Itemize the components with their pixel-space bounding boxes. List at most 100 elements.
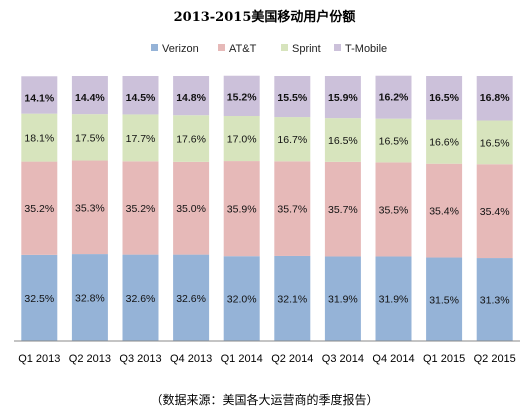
data-label-2-1: 35.2% bbox=[126, 203, 156, 215]
legend-label-0: Verizon bbox=[162, 43, 199, 55]
data-label-9-2: 16.5% bbox=[480, 137, 510, 149]
x-tick-label-8: Q1 2015 bbox=[423, 353, 465, 365]
x-tick-labels: Q1 2013 Q2 2013 Q3 2013 Q4 2013 Q1 2014 Q2 20… bbox=[18, 353, 516, 365]
x-tick-label-4: Q1 2014 bbox=[221, 353, 263, 365]
bar-segment-6-0 bbox=[324, 256, 361, 341]
bar-segment-2-2 bbox=[122, 114, 159, 162]
data-label-1-2: 17.5% bbox=[75, 132, 105, 144]
bar-segment-9-2 bbox=[476, 120, 513, 165]
bar-segment-2-3 bbox=[122, 76, 159, 115]
data-label-4-3: 15.2% bbox=[227, 92, 257, 104]
data-label-1-0: 32.8% bbox=[75, 293, 105, 305]
legend-swatch-2 bbox=[281, 44, 288, 51]
data-label-3-1: 35.0% bbox=[176, 203, 206, 215]
data-label-5-1: 35.7% bbox=[277, 204, 307, 216]
x-tick-label-5: Q2 2014 bbox=[271, 353, 313, 365]
data-label-4-2: 17.0% bbox=[227, 134, 257, 146]
bar-segment-1-0 bbox=[71, 254, 108, 341]
bar-segment-5-2 bbox=[274, 117, 311, 162]
bar-segment-4-3 bbox=[223, 75, 260, 117]
data-label-6-2: 16.5% bbox=[328, 135, 358, 147]
data-label-7-0: 31.9% bbox=[379, 294, 409, 306]
data-label-6-0: 31.9% bbox=[328, 294, 358, 306]
data-label-1-1: 35.3% bbox=[75, 202, 105, 214]
data-label-8-3: 16.5% bbox=[429, 92, 459, 104]
legend-swatch-1 bbox=[218, 44, 225, 51]
bar-segment-8-1 bbox=[426, 163, 463, 258]
bar-segment-2-0 bbox=[122, 254, 159, 341]
data-label-6-3: 15.9% bbox=[328, 92, 358, 104]
data-label-5-2: 16.7% bbox=[277, 134, 307, 146]
bar-segment-6-2 bbox=[324, 118, 361, 162]
data-label-9-0: 31.3% bbox=[480, 295, 510, 307]
data-label-7-3: 16.2% bbox=[379, 92, 409, 104]
x-tick-label-2: Q3 2013 bbox=[119, 353, 161, 365]
data-label-1-3: 14.4% bbox=[75, 92, 105, 104]
bar-segment-0-0 bbox=[21, 254, 58, 341]
bar-segment-9-0 bbox=[476, 258, 513, 341]
x-tick-label-9: Q2 2015 bbox=[474, 353, 516, 365]
bar-segment-0-3 bbox=[21, 76, 58, 114]
bar-segment-1-2 bbox=[71, 114, 108, 161]
source-note: （数据来源：美国各大运营商的季度报告） bbox=[150, 392, 378, 407]
bar-segment-3-0 bbox=[173, 254, 210, 341]
data-label-7-1: 35.5% bbox=[379, 204, 409, 216]
data-label-8-1: 35.4% bbox=[429, 206, 459, 218]
bar-segment-8-3 bbox=[426, 76, 463, 120]
data-label-4-0: 32.0% bbox=[227, 294, 257, 306]
bar-segment-1-3 bbox=[71, 76, 108, 115]
legend-swatch-3 bbox=[334, 44, 341, 51]
data-label-2-0: 32.6% bbox=[126, 293, 156, 305]
data-label-4-1: 35.9% bbox=[227, 204, 257, 216]
x-tick-label-0: Q1 2013 bbox=[18, 353, 60, 365]
bar-segment-4-2 bbox=[223, 116, 260, 162]
data-labels: 32.5% 35.2% 18.1% 14.1% 32.8% 35.3% 17.5% 14.4%… bbox=[24, 92, 510, 307]
data-label-7-2: 16.5% bbox=[379, 136, 409, 148]
legend: Verizon AT&T Sprint T-Mobile bbox=[151, 43, 387, 55]
data-label-5-3: 15.5% bbox=[277, 92, 307, 104]
bar-segment-6-3 bbox=[324, 76, 361, 119]
bar-segment-4-0 bbox=[223, 256, 260, 341]
bar-segment-7-2 bbox=[375, 118, 412, 163]
bar-segment-3-2 bbox=[173, 115, 210, 162]
bar-segment-9-1 bbox=[476, 164, 513, 259]
data-label-3-3: 14.8% bbox=[176, 92, 206, 104]
data-label-0-1: 35.2% bbox=[24, 203, 54, 215]
data-label-0-2: 18.1% bbox=[24, 133, 54, 145]
legend-label-3: T-Mobile bbox=[345, 43, 387, 55]
bar-segment-7-1 bbox=[375, 162, 412, 257]
data-label-2-3: 14.5% bbox=[126, 92, 156, 104]
bar-segment-5-1 bbox=[274, 161, 311, 256]
bar-segment-1-1 bbox=[71, 160, 108, 255]
bar-segment-9-3 bbox=[476, 76, 513, 121]
bar-segment-0-1 bbox=[21, 161, 58, 255]
bar-segment-5-0 bbox=[274, 255, 311, 341]
x-tick-label-6: Q3 2014 bbox=[322, 353, 364, 365]
bar-segment-6-1 bbox=[324, 161, 361, 257]
data-label-8-2: 16.6% bbox=[429, 137, 459, 149]
data-label-3-0: 32.6% bbox=[176, 293, 206, 305]
x-tick-label-7: Q4 2014 bbox=[372, 353, 414, 365]
bar-segment-3-3 bbox=[173, 76, 210, 116]
data-label-0-0: 32.5% bbox=[24, 293, 54, 305]
legend-swatch-0 bbox=[151, 44, 158, 51]
bar-segment-4-1 bbox=[223, 161, 260, 257]
data-label-6-1: 35.7% bbox=[328, 204, 358, 216]
bar-segment-0-2 bbox=[21, 113, 58, 162]
x-tick-label-1: Q2 2013 bbox=[69, 353, 111, 365]
chart-title: 2013-2015美国移动用户份额 bbox=[174, 9, 356, 25]
legend-label-2: Sprint bbox=[292, 43, 321, 55]
data-label-9-1: 35.4% bbox=[480, 206, 510, 218]
bar-segment-7-0 bbox=[375, 256, 412, 341]
x-tick-label-3: Q4 2013 bbox=[170, 353, 212, 365]
data-label-3-2: 17.6% bbox=[176, 134, 206, 146]
bar-segment-8-0 bbox=[426, 257, 463, 341]
bar-segment-8-2 bbox=[426, 119, 463, 164]
data-label-9-3: 16.8% bbox=[480, 92, 510, 104]
bar-segment-2-1 bbox=[122, 161, 159, 255]
data-label-0-3: 14.1% bbox=[24, 92, 54, 104]
bars bbox=[21, 75, 513, 341]
bar-segment-3-1 bbox=[173, 161, 210, 255]
data-label-5-0: 32.1% bbox=[277, 293, 307, 305]
